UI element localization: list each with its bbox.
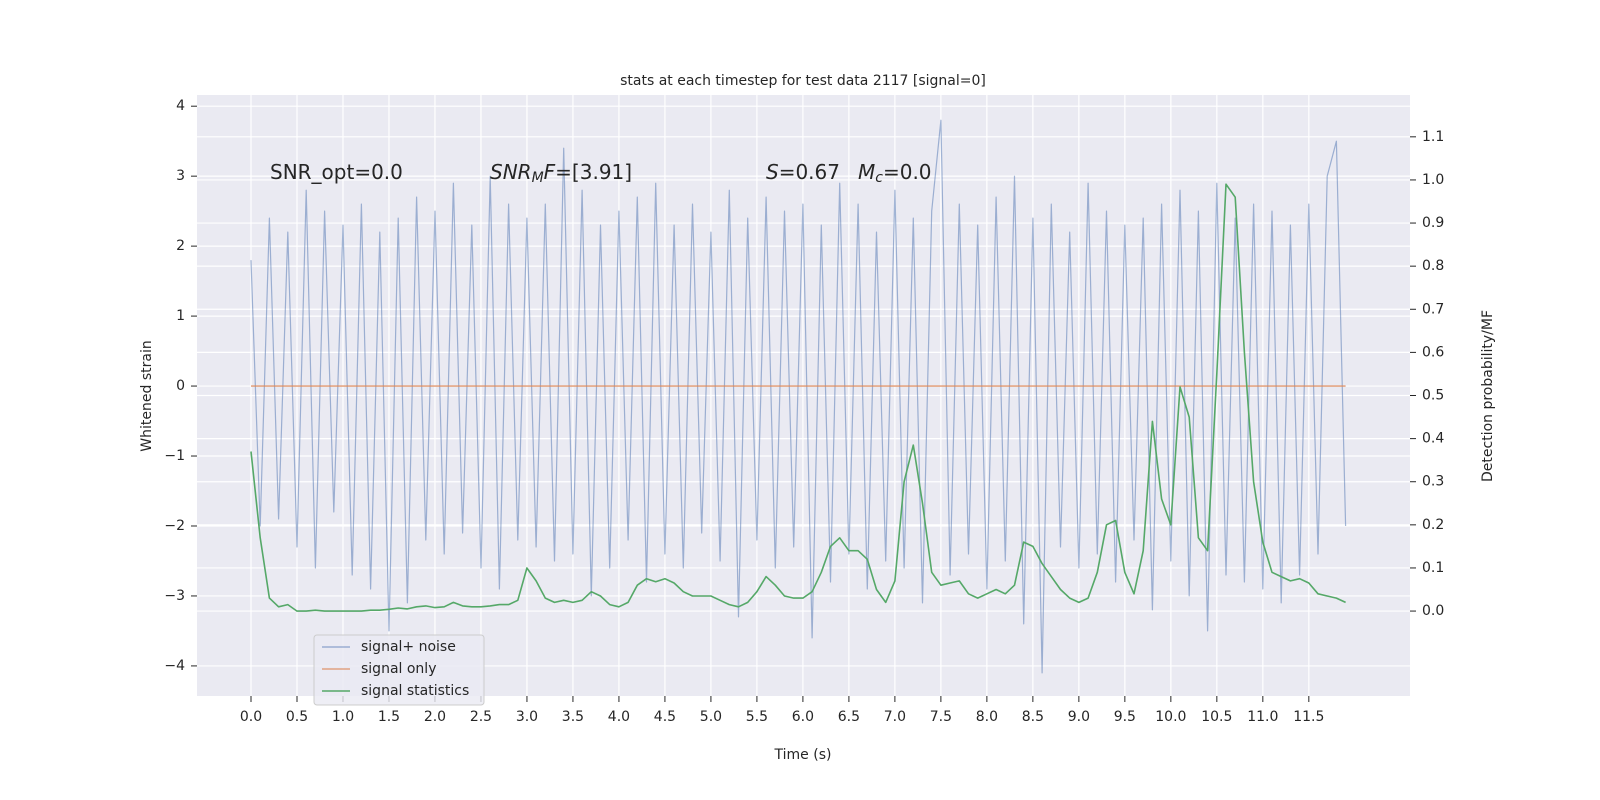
y2-tick-label: 0.3 (1422, 474, 1444, 490)
y2-tick-label: 0.9 (1422, 215, 1444, 231)
y2-tick-label: 0.0 (1422, 603, 1444, 619)
x-tick-label: 6.5 (838, 709, 860, 725)
annotation-part: c (875, 170, 883, 186)
x-tick-label: 2.5 (470, 709, 492, 725)
y-tick-label: 0 (176, 378, 185, 394)
y-tick-label: 2 (176, 238, 185, 254)
x-tick-label: 4.5 (654, 709, 676, 725)
y2-tick-label: 0.5 (1422, 388, 1444, 404)
x-tick-label: 3.0 (516, 709, 538, 725)
annotation-part: SNR (490, 160, 532, 184)
x-tick-label: 0.0 (240, 709, 262, 725)
annotation-part: SNR_opt=0.0 (270, 160, 403, 184)
y-tick-label: −1 (164, 448, 185, 464)
y-tick-label: 4 (176, 98, 185, 114)
legend-label: signal statistics (361, 683, 469, 699)
y-axis-label: Whitened strain (139, 340, 155, 451)
x-tick-label: 10.5 (1201, 709, 1232, 725)
annotation-part: =0.0 (883, 160, 932, 184)
legend-box (313, 634, 485, 706)
annotation: Mc=0.0 (858, 160, 932, 187)
x-tick-label: 8.0 (976, 709, 998, 725)
x-tick-label: 6.0 (792, 709, 814, 725)
legend-label: signal only (361, 661, 436, 677)
y2-tick-label: 0.4 (1422, 431, 1444, 447)
annotation-part: =0.67 (779, 160, 840, 184)
annotation: S=0.67 (766, 160, 840, 184)
x-tick-label: 7.0 (884, 709, 906, 725)
y2-tick-label: 1.0 (1422, 172, 1444, 188)
annotation-part: M (858, 160, 875, 184)
x-tick-label: 9.0 (1068, 709, 1090, 725)
x-tick-label: 3.5 (562, 709, 584, 725)
legend: signal+ noise signal only signal statistic… (313, 634, 485, 706)
series-line (250, 183, 1346, 612)
x-tick-label: 2.0 (424, 709, 446, 725)
x-tick-label: 11.0 (1247, 709, 1278, 725)
y2-tick-label: 0.2 (1422, 517, 1444, 533)
x-tick-label: 7.5 (930, 709, 952, 725)
legend-label: signal+ noise (361, 639, 456, 655)
annotation-part: M (532, 170, 544, 186)
y2-axis-label: Detection probability/MF (1480, 310, 1496, 482)
x-tick-label: 11.5 (1293, 709, 1324, 725)
y-tick-label: 3 (176, 168, 185, 184)
y-tick-label: 1 (176, 308, 185, 324)
x-tick-label: 9.5 (1114, 709, 1136, 725)
x-tick-label: 1.0 (332, 709, 354, 725)
y2-tick-label: 1.1 (1422, 129, 1444, 145)
x-axis-label: Time (s) (774, 747, 832, 763)
y-tick-label: −4 (164, 658, 185, 674)
x-tick-label: 5.0 (700, 709, 722, 725)
y2-tick-label: 0.7 (1422, 301, 1444, 317)
y2-tick-label: 0.1 (1422, 560, 1444, 576)
x-tick-label: 1.5 (378, 709, 400, 725)
annotation-part: =[3.91] (555, 160, 632, 184)
x-tick-label: 8.5 (1022, 709, 1044, 725)
annotation: SNRMF=[3.91] (490, 160, 632, 187)
y-tick-label: −2 (164, 518, 185, 534)
annotation-part: F (544, 160, 556, 184)
y-tick-label: −3 (164, 588, 185, 604)
x-tick-label: 0.5 (286, 709, 308, 725)
series-line (250, 119, 1347, 674)
annotation-part: S (766, 160, 779, 184)
x-tick-label: 5.5 (746, 709, 768, 725)
y2-tick-label: 0.8 (1422, 258, 1444, 274)
y2-tick-label: 0.6 (1422, 344, 1444, 360)
x-tick-label: 4.0 (608, 709, 630, 725)
x-tick-label: 10.0 (1155, 709, 1186, 725)
chart-title: stats at each timestep for test data 211… (620, 73, 986, 89)
annotation: SNR_opt=0.0 (270, 160, 403, 184)
